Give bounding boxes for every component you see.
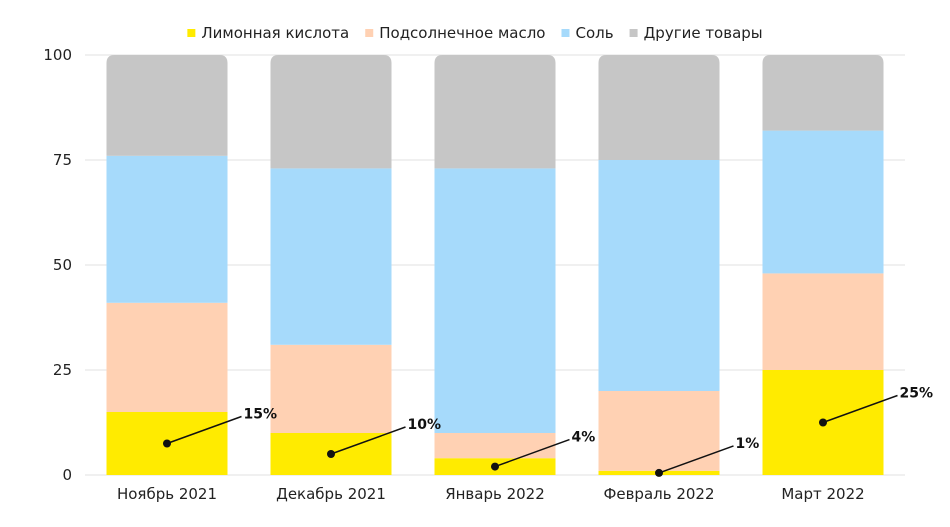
bar-segment (434, 433, 556, 459)
x-tick-label: Декабрь 2021 (276, 485, 386, 503)
bar-stack (762, 55, 884, 475)
bar-segment (598, 55, 720, 160)
y-tick-label: 50 (53, 256, 72, 274)
bar-segment (106, 155, 228, 303)
bar-stack (106, 55, 228, 475)
x-tick-label: Ноябрь 2021 (117, 485, 217, 503)
annotation-leader-line (330, 426, 406, 455)
annotation-leader-line (822, 394, 898, 424)
bar-segment (434, 55, 556, 169)
bar-stack (434, 55, 556, 475)
legend-item: Соль (561, 24, 614, 42)
annotations: 15% 10% 4% 1% 25% (163, 386, 933, 477)
annotation-dot (819, 418, 827, 427)
bar-stack (270, 55, 392, 475)
x-tick-label: Январь 2022 (445, 485, 545, 503)
bar-segment (762, 273, 884, 370)
legend-label: Лимонная кислота (201, 24, 349, 42)
bar-segment (270, 344, 392, 433)
legend-label: Соль (575, 24, 613, 42)
annotation-label: 1% (736, 436, 760, 452)
bar-stack (598, 55, 720, 475)
legend-item: Лимонная кислота (187, 24, 349, 42)
annotation-leader-line (166, 415, 242, 445)
y-tick-label: 100 (43, 46, 72, 64)
bar-segment (598, 160, 720, 391)
annotation-label: 4% (572, 430, 596, 446)
legend: Лимонная кислота Подсолнечное масло Соль Др… (187, 24, 763, 42)
legend-swatch (187, 29, 196, 37)
bar-segment (598, 391, 720, 471)
y-tick-label: 25 (53, 361, 72, 379)
annotation-dot (327, 450, 335, 458)
bar-segment (762, 55, 884, 131)
annotation-dot (163, 439, 171, 448)
annotation-leader-line (658, 445, 734, 474)
legend-label: Другие товары (644, 24, 763, 42)
x-tick-label: Февраль 2022 (603, 485, 714, 503)
legend-label: Подсолнечное масло (379, 24, 545, 42)
legend-swatch (561, 29, 570, 37)
annotation-dot (655, 468, 663, 477)
legend-item: Другие товары (629, 24, 763, 42)
y-tick-label: 75 (53, 151, 72, 169)
annotation-label: 25% (900, 386, 934, 402)
bar-segment (270, 168, 392, 345)
bar-segment (106, 302, 228, 412)
bar-segment (762, 130, 884, 274)
bars (106, 55, 884, 475)
y-tick-label: 0 (62, 466, 72, 484)
annotation-label: 10% (408, 417, 442, 433)
annotation-label: 15% (244, 407, 278, 423)
bar-segment (270, 55, 392, 169)
bar-segment (434, 168, 556, 433)
legend-swatch (365, 29, 374, 37)
x-tick-label: Март 2022 (781, 485, 864, 503)
legend-swatch (629, 29, 638, 37)
legend-item: Подсолнечное масло (365, 24, 545, 42)
y-axis: 0 25 50 75 100 (43, 46, 72, 484)
annotation-leader-line (494, 438, 570, 468)
x-axis: Ноябрь 2021 Декабрь 2021 Январь 2022 Феврал… (117, 485, 865, 503)
bar-segment (106, 55, 228, 156)
annotation-dot (491, 462, 499, 471)
